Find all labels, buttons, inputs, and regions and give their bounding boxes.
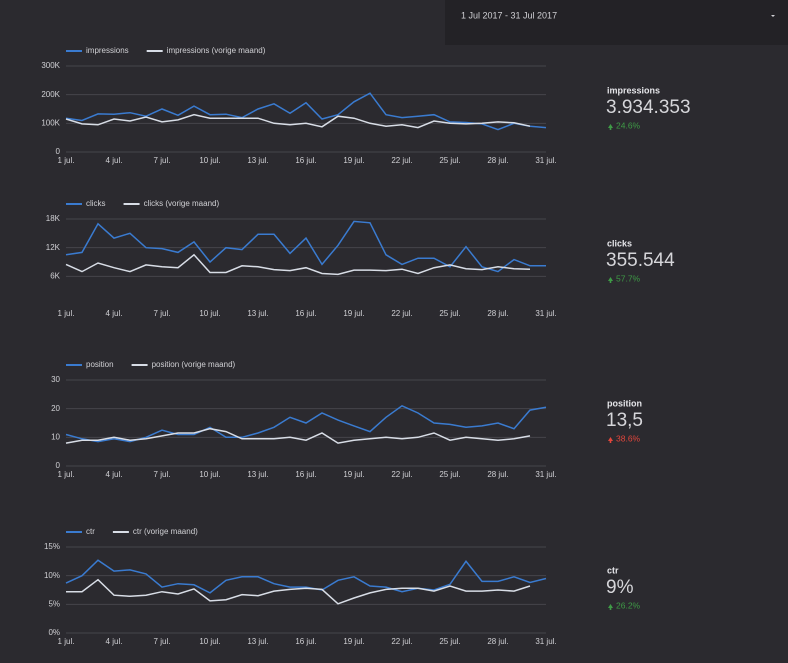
y-tick-label: 0% [48,628,60,637]
y-tick-label: 15% [44,542,60,551]
series-line [65,113,531,129]
x-tick-label: 31 jul. [535,156,556,165]
series-line [65,559,547,594]
x-tick-label: 13 jul. [247,156,268,165]
x-tick-label: 1 jul. [58,309,75,318]
change-arrow [608,604,613,610]
y-tick-label: 5% [48,599,60,608]
series-line [65,404,547,443]
x-tick-label: 10 jul. [199,637,220,646]
x-tick-label: 19 jul. [343,309,364,318]
y-tick-label: 10% [44,571,60,580]
legend-label: clicks (vorige maand) [144,199,220,208]
series-line [65,220,546,273]
x-tick-label: 25 jul. [439,156,460,165]
y-tick-label: 10 [51,432,60,441]
x-tick-label: 7 jul. [154,637,171,646]
legend-label: ctr (vorige maand) [133,527,198,536]
y-tick-label: 200K [41,90,60,99]
x-tick-label: 19 jul. [343,156,364,165]
y-tick-label: 30 [51,375,60,384]
change-arrow [608,277,613,283]
scorecard-value: 13,5 [606,410,643,431]
x-tick-label: 1 jul. [58,637,75,646]
x-tick-label: 31 jul. [535,309,556,318]
x-tick-label: 22 jul. [391,637,412,646]
x-tick-label: 22 jul. [391,156,412,165]
x-tick-label: 10 jul. [199,470,220,479]
x-tick-label: 19 jul. [343,637,364,646]
x-tick-label: 7 jul. [154,156,171,165]
x-tick-label: 22 jul. [391,309,412,318]
x-tick-label: 16 jul. [295,470,316,479]
date-range[interactable]: 1 Jul 2017 - 31 Jul 2017 [461,10,557,20]
scorecard-value: 355.544 [606,250,675,271]
scorecard-change: 24.6% [616,120,641,130]
scorecard-change: 38.6% [616,433,641,443]
scorecard-label: clicks [607,238,632,248]
y-tick-label: 18K [46,214,61,223]
x-tick-label: 13 jul. [247,470,268,479]
y-tick-label: 12K [46,243,61,252]
scorecard-label: ctr [607,565,619,575]
x-tick-label: 28 jul. [487,156,508,165]
x-tick-label: 7 jul. [154,309,171,318]
legend-label: impressions [86,46,129,55]
y-tick-label: 0 [56,461,61,470]
x-tick-label: 31 jul. [535,470,556,479]
x-tick-label: 4 jul. [106,637,123,646]
x-tick-label: 13 jul. [247,637,268,646]
x-tick-label: 10 jul. [199,156,220,165]
scorecard-label: position [607,398,642,408]
x-tick-label: 1 jul. [58,470,75,479]
scorecard-change: 26.2% [616,600,641,610]
x-tick-label: 4 jul. [106,470,123,479]
x-tick-label: 16 jul. [295,637,316,646]
series-line [65,427,531,444]
scorecard-label: impressions [607,85,660,95]
series-line [65,253,531,276]
x-tick-label: 1 jul. [58,156,75,165]
x-tick-label: 28 jul. [487,309,508,318]
x-tick-label: 7 jul. [154,470,171,479]
x-tick-label: 31 jul. [535,637,556,646]
y-tick-label: 20 [51,404,60,413]
legend-label: ctr [86,527,95,536]
x-tick-label: 25 jul. [439,470,460,479]
scorecard-value: 3.934.353 [606,97,691,118]
x-tick-label: 4 jul. [106,156,123,165]
x-tick-label: 10 jul. [199,309,220,318]
y-tick-label: 300K [41,61,60,70]
x-tick-label: 16 jul. [295,309,316,318]
x-tick-label: 4 jul. [106,309,123,318]
x-tick-label: 25 jul. [439,637,460,646]
scorecard-value: 9% [606,577,634,598]
legend-label: position [86,360,114,369]
series-line [66,578,531,605]
legend-label: clicks [86,199,106,208]
x-tick-label: 13 jul. [247,309,268,318]
y-tick-label: 6K [50,271,60,280]
y-tick-label: 0 [56,147,61,156]
scorecard-change: 57.7% [616,273,641,283]
dropdown-caret[interactable] [771,15,775,17]
x-tick-label: 19 jul. [343,470,364,479]
change-arrow [608,124,613,130]
x-tick-label: 22 jul. [391,470,412,479]
date-picker[interactable] [445,0,788,45]
y-tick-label: 100K [41,118,60,127]
x-tick-label: 25 jul. [439,309,460,318]
change-arrow [608,437,613,443]
legend-label: impressions (vorige maand) [167,46,266,55]
legend-label: position (vorige maand) [152,360,236,369]
x-tick-label: 28 jul. [487,637,508,646]
x-tick-label: 16 jul. [295,156,316,165]
series-line [65,92,547,131]
x-tick-label: 28 jul. [487,470,508,479]
